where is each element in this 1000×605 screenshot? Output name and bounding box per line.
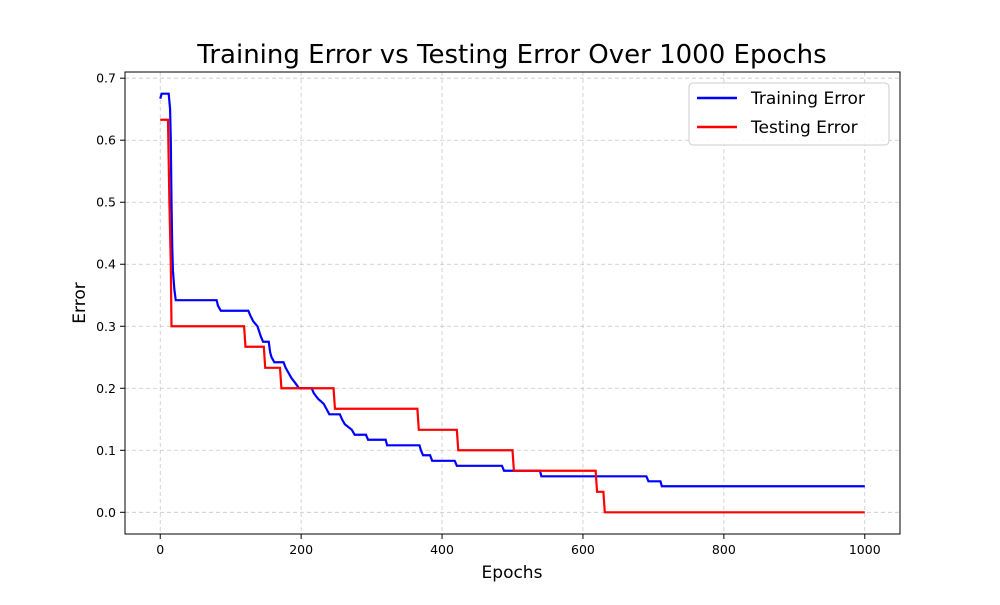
y-tick-label: 0.7 (96, 71, 116, 86)
y-tick-label: 0.0 (96, 505, 116, 520)
series-line-testing-error (160, 118, 865, 514)
x-tick-label: 1000 (849, 542, 881, 557)
y-tick-label: 0.6 (96, 133, 116, 148)
legend-label: Testing Error (750, 118, 858, 138)
legend-box (688, 82, 890, 146)
plot-frame (124, 71, 901, 535)
x-tick-label: 600 (571, 542, 595, 557)
y-tick-label: 0.3 (96, 319, 116, 334)
x-tick-label: 200 (289, 542, 313, 557)
y-axis-ticks: 0.0 0.1 0.2 0.3 0.4 0.5 0.6 0.7 (96, 71, 125, 520)
y-tick-label: 0.1 (96, 443, 116, 458)
x-tick-label: 400 (430, 542, 454, 557)
x-axis-label: Epochs (482, 563, 543, 583)
x-axis-ticks: 0 200 400 600 800 1000 (156, 534, 881, 557)
y-tick-label: 0.5 (96, 195, 116, 210)
x-tick-label: 800 (712, 542, 736, 557)
chart-title: Training Error vs Testing Error Over 100… (196, 40, 826, 70)
legend-label: Training Error (750, 89, 865, 109)
legend: Training Error Testing Error (688, 82, 890, 146)
series-lines (159, 92, 865, 514)
y-axis-label: Error (70, 282, 90, 323)
y-tick-label: 0.2 (96, 381, 116, 396)
y-tick-label: 0.4 (96, 257, 116, 272)
x-tick-label: 0 (156, 542, 164, 557)
series-line-training-error (159, 92, 865, 488)
